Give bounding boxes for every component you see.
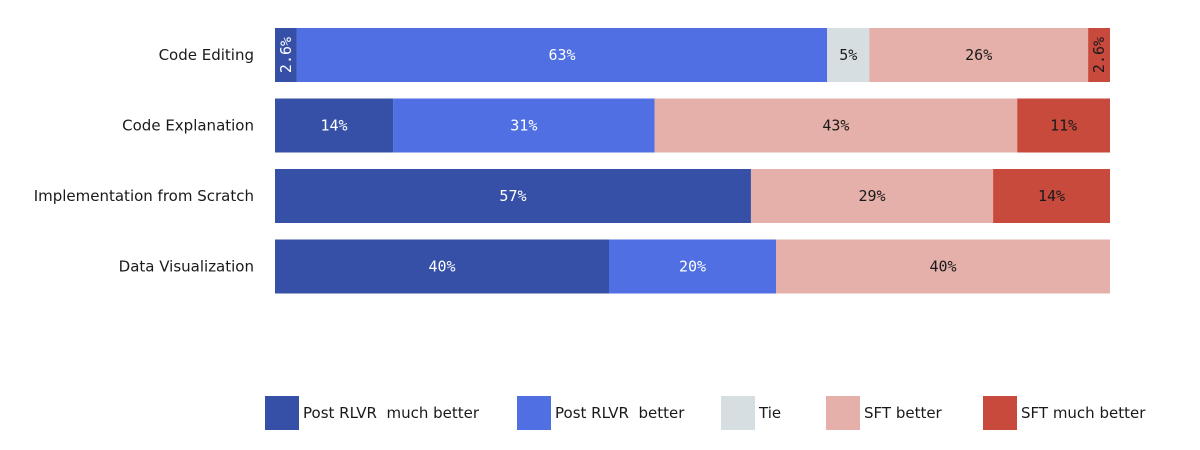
category-label-data-visualization: Data Visualization [119, 258, 254, 276]
bars-group: 2.6% 63% 5% 26% 2.6% 14% 31% 43% 11% 57% 29% 14% 40%… [275, 28, 1110, 294]
data-label-code-editing-post-rlvr-much-better: 2.6% [277, 37, 295, 73]
bar-segment-code-explanation-post-rlvr-better [393, 98, 655, 153]
legend-swatch-post-rlvr-much-better [265, 396, 299, 430]
legend-swatch-post-rlvr-better [517, 396, 551, 430]
data-label-code-editing-sft-better: 26% [965, 46, 992, 64]
legend-label-sft-much-better: SFT much better [1021, 404, 1146, 422]
category-label-code-editing: Code Editing [159, 46, 254, 64]
data-label-data-visualization-post-rlvr-much-better: 40% [428, 258, 455, 276]
bar-segment-data-visualization-sft-better [776, 239, 1110, 294]
bar-segment-code-explanation-sft-better [654, 98, 1018, 153]
data-label-implementation-from-scratch-post-rlvr-much-better: 57% [499, 187, 526, 205]
category-label-implementation-from-scratch: Implementation from Scratch [34, 187, 254, 205]
bar-segment-code-editing-sft-much-better [1088, 28, 1110, 82]
data-label-code-explanation-sft-much-better: 11% [1050, 117, 1077, 135]
data-label-code-explanation-post-rlvr-much-better: 14% [320, 117, 347, 135]
data-label-data-visualization-sft-better: 40% [929, 258, 956, 276]
data-label-implementation-from-scratch-sft-better: 29% [858, 187, 885, 205]
legend-label-post-rlvr-much-better: Post RLVR much better [303, 404, 480, 422]
bar-segment-code-explanation-sft-much-better [1017, 98, 1110, 153]
data-label-data-visualization-post-rlvr-better: 20% [679, 258, 706, 276]
category-labels: Code Editing Code Explanation Implementati… [34, 46, 254, 276]
data-label-code-explanation-sft-better: 43% [822, 117, 849, 135]
legend-swatch-sft-much-better [983, 396, 1017, 430]
bar-segment-data-visualization-post-rlvr-much-better [275, 239, 609, 294]
legend-label-tie: Tie [758, 404, 781, 422]
legend-swatch-sft-better [826, 396, 860, 430]
bar-segment-implementation-from-scratch-post-rlvr-much-better [275, 169, 751, 223]
data-label-implementation-from-scratch-sft-much-better: 14% [1038, 187, 1065, 205]
legend-swatch-tie [721, 396, 755, 430]
data-label-code-editing-sft-much-better: 2.6% [1090, 37, 1108, 73]
bar-segment-code-editing-post-rlvr-better [296, 28, 828, 82]
bar-segment-code-editing-post-rlvr-much-better [275, 28, 297, 82]
data-label-code-editing-tie: 5% [839, 46, 857, 64]
bar-segment-code-editing-tie [827, 28, 870, 82]
legend-label-post-rlvr-better: Post RLVR better [555, 404, 685, 422]
bar-segment-code-editing-sft-better [869, 28, 1089, 82]
legend-label-sft-better: SFT better [864, 404, 943, 422]
data-label-code-explanation-post-rlvr-better: 31% [510, 117, 537, 135]
category-label-code-explanation: Code Explanation [122, 117, 254, 135]
data-label-code-editing-post-rlvr-better: 63% [548, 46, 575, 64]
legend: Post RLVR much better Post RLVR better Tie… [265, 396, 1146, 430]
bar-segment-implementation-from-scratch-sft-better [750, 169, 994, 223]
bar-segment-data-visualization-post-rlvr-better [609, 239, 776, 294]
bar-segment-code-explanation-post-rlvr-much-better [275, 98, 394, 153]
bar-segment-implementation-from-scratch-sft-much-better [993, 169, 1110, 223]
